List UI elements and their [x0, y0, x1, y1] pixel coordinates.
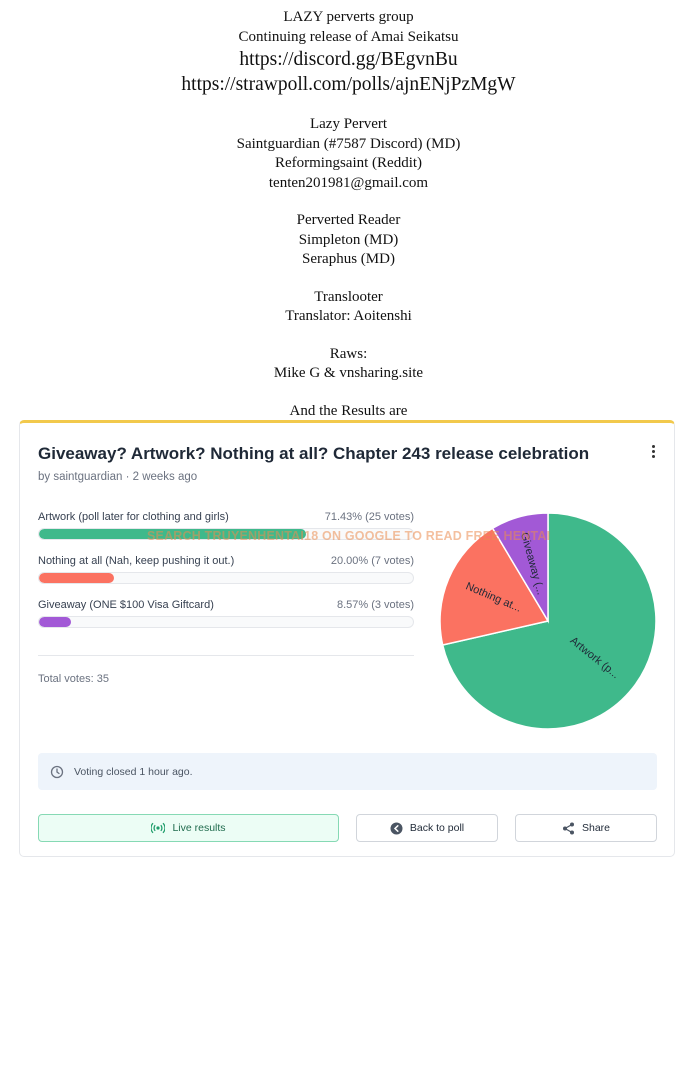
watermark: SEARCH TRUYENHENTAI18 ON GOOGLE TO READ …: [147, 529, 551, 543]
option-progress-fill: [39, 617, 72, 627]
lazy-pervert-line: Reformingsaint (Reddit): [274, 155, 423, 171]
results-pie-chart: Artwork (p...Nothing at...Giveaway (...: [439, 512, 657, 730]
credits-block: LAZY perverts group Continuing release o…: [0, 8, 697, 421]
poll-option: Artwork (poll later for clothing and gir…: [38, 511, 414, 540]
poll-title: Giveaway? Artwork? Nothing at all? Chapt…: [38, 444, 590, 463]
broadcast-icon: [151, 822, 166, 834]
pie-slice: [439, 527, 550, 646]
option-label: Artwork (poll later for clothing and gir…: [38, 511, 229, 523]
share-button[interactable]: Share: [515, 814, 657, 842]
results-heading: And the Results are: [289, 402, 408, 419]
lazy-pervert-email: tenten201981@gmail.com: [268, 174, 429, 191]
option-label: Nothing at all (Nah, keep pushing it out…: [38, 555, 235, 567]
reader-line: Seraphus (MD): [302, 251, 395, 267]
back-arrow-icon: [390, 822, 403, 834]
lazy-pervert-line: Saintguardian (#7587 Discord) (MD): [236, 135, 461, 152]
back-to-poll-button[interactable]: Back to poll: [356, 814, 498, 842]
option-stats: 8.57% (3 votes): [336, 599, 414, 611]
option-progress-fill: [39, 529, 307, 539]
pie-slice: [491, 512, 549, 624]
reader-line: Simpleton (MD): [298, 231, 399, 248]
live-results-label: Live results: [172, 822, 226, 834]
pie-slice: [441, 512, 657, 730]
share-icon: [562, 822, 574, 834]
share-label: Share: [581, 822, 611, 834]
group-name: LAZY perverts group: [283, 9, 414, 25]
voting-closed-notice: Voting closed 1 hour ago.: [38, 753, 657, 790]
option-progress-bar: [38, 572, 414, 584]
raws-line: Mike G & vnsharing.site: [273, 365, 424, 381]
option-stats: 20.00% (7 votes): [330, 555, 414, 567]
poll-card: Giveaway? Artwork? Nothing at all? Chapt…: [19, 420, 675, 857]
option-header: Artwork (poll later for clothing and gir…: [38, 511, 414, 523]
option-progress-bar: [38, 528, 414, 540]
release-line: Continuing release of Amai Seikatsu: [238, 28, 459, 45]
option-header: Nothing at all (Nah, keep pushing it out…: [38, 555, 414, 567]
raws-title: Raws:: [329, 345, 368, 362]
poll-option: Giveaway (ONE $100 Visa Giftcard) 8.57% (…: [38, 599, 414, 628]
option-progress-bar: [38, 616, 414, 628]
divider: [38, 655, 414, 656]
clock-icon: [50, 765, 64, 778]
translooter-title: Translooter: [314, 288, 383, 305]
poll-byline: by saintguardian · 2 weeks ago: [38, 471, 198, 483]
option-progress-fill: [39, 573, 114, 583]
total-votes: Total votes: 35: [38, 673, 109, 685]
more-options-icon[interactable]: [650, 445, 656, 461]
strawpoll-link[interactable]: https://strawpoll.com/polls/ajnENjPzMgW: [181, 74, 516, 95]
discord-link[interactable]: https://discord.gg/BEgvnBu: [239, 49, 458, 70]
option-label: Giveaway (ONE $100 Visa Giftcard): [38, 599, 214, 611]
option-stats: 71.43% (25 votes): [324, 511, 414, 523]
lazy-pervert-title: Lazy Pervert: [309, 116, 388, 132]
reader-title: Perverted Reader: [296, 212, 401, 228]
notice-text: Voting closed 1 hour ago.: [74, 765, 193, 778]
back-to-poll-label: Back to poll: [409, 822, 465, 834]
live-results-button[interactable]: Live results: [38, 814, 339, 842]
option-header: Giveaway (ONE $100 Visa Giftcard) 8.57% (…: [38, 599, 414, 611]
translator-line: Translator: Aoitenshi: [285, 308, 412, 324]
poll-option: Nothing at all (Nah, keep pushing it out…: [38, 555, 414, 584]
